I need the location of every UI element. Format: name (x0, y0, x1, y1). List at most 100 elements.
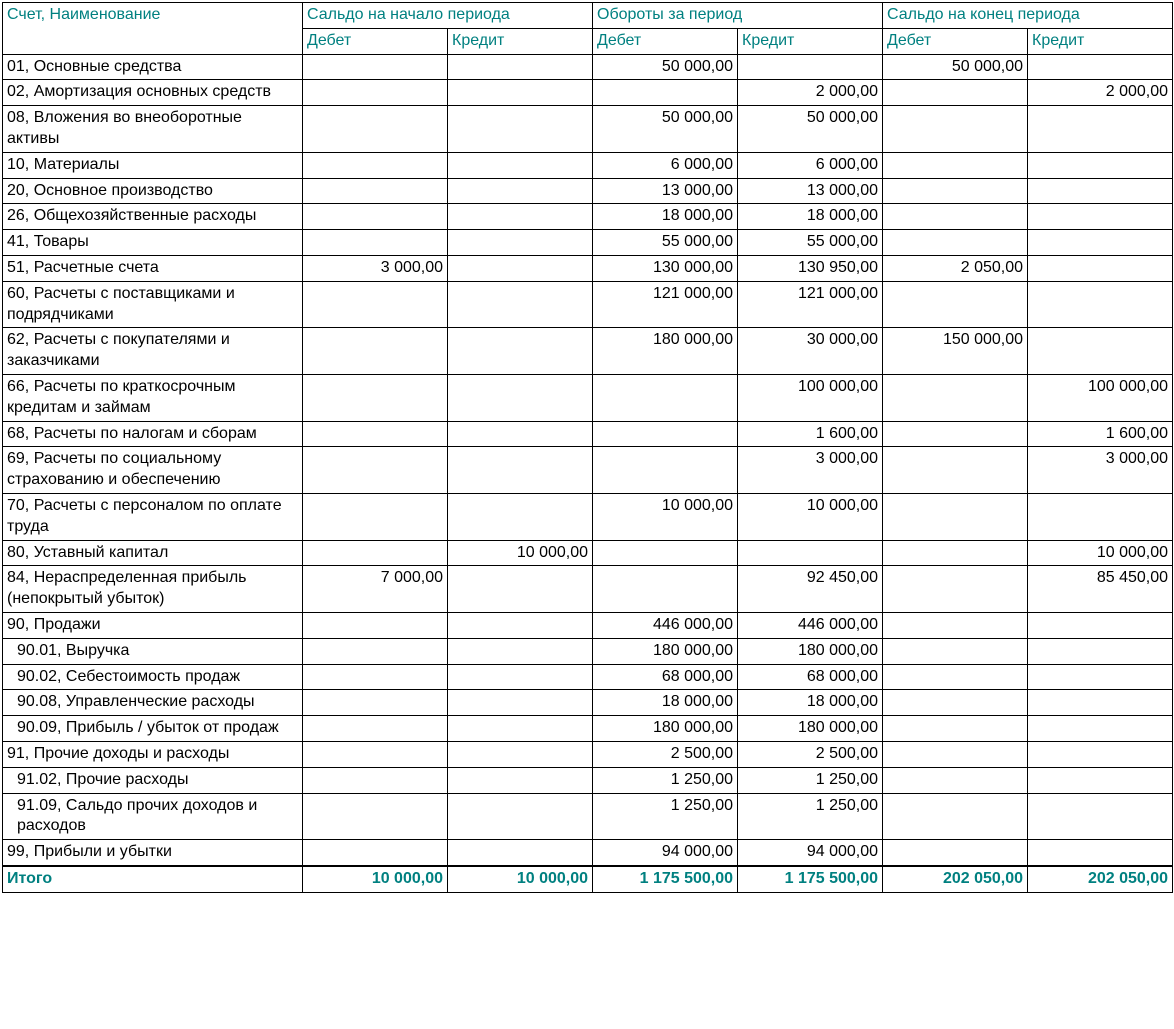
cell-open_d (303, 493, 448, 540)
table-row: 84, Нераспределенная прибыль (непокрытый… (3, 566, 1173, 613)
table-row: 08, Вложения во внеоборотные активы50 00… (3, 106, 1173, 153)
cell-turn_c: 1 250,00 (738, 767, 883, 793)
cell-turn_c: 92 450,00 (738, 566, 883, 613)
account-name: 99, Прибыли и убытки (3, 840, 303, 866)
table-row: 01, Основные средства50 000,0050 000,00 (3, 54, 1173, 80)
cell-close_d (883, 152, 1028, 178)
col-open-credit: Кредит (448, 28, 593, 54)
cell-turn_d: 1 250,00 (593, 793, 738, 840)
cell-turn_d: 130 000,00 (593, 255, 738, 281)
cell-open_d (303, 540, 448, 566)
cell-turn_d (593, 421, 738, 447)
cell-close_d (883, 793, 1028, 840)
cell-turn_c: 30 000,00 (738, 328, 883, 375)
cell-open_c (448, 230, 593, 256)
cell-close_d (883, 638, 1028, 664)
cell-turn_d: 18 000,00 (593, 204, 738, 230)
cell-open_c: 10 000,00 (448, 540, 593, 566)
table-row: 90.09, Прибыль / убыток от продаж180 000… (3, 716, 1173, 742)
cell-close_d (883, 281, 1028, 328)
cell-turn_c: 121 000,00 (738, 281, 883, 328)
cell-turn_c: 13 000,00 (738, 178, 883, 204)
cell-close_c (1028, 255, 1173, 281)
account-name: 91.09, Сальдо прочих доходов и расходов (3, 793, 303, 840)
cell-open_d (303, 690, 448, 716)
cell-turn_d: 50 000,00 (593, 54, 738, 80)
cell-close_c (1028, 230, 1173, 256)
cell-open_d (303, 447, 448, 494)
col-turn-credit: Кредит (738, 28, 883, 54)
cell-close_c (1028, 204, 1173, 230)
cell-close_c (1028, 840, 1173, 866)
cell-open_d (303, 612, 448, 638)
cell-open_d: 7 000,00 (303, 566, 448, 613)
total-open-c: 10 000,00 (448, 866, 593, 892)
cell-turn_c: 94 000,00 (738, 840, 883, 866)
cell-close_c (1028, 106, 1173, 153)
cell-open_d (303, 328, 448, 375)
cell-open_c (448, 690, 593, 716)
cell-open_c (448, 421, 593, 447)
cell-open_d: 3 000,00 (303, 255, 448, 281)
cell-close_c (1028, 328, 1173, 375)
cell-turn_c: 18 000,00 (738, 204, 883, 230)
account-name: 80, Уставный капитал (3, 540, 303, 566)
cell-open_c (448, 328, 593, 375)
cell-close_c: 100 000,00 (1028, 374, 1173, 421)
cell-close_d (883, 374, 1028, 421)
cell-open_d (303, 54, 448, 80)
cell-turn_d (593, 374, 738, 421)
cell-open_d (303, 281, 448, 328)
cell-open_c (448, 204, 593, 230)
table-row: 26, Общехозяйственные расходы 18 000,0018… (3, 204, 1173, 230)
total-row: Итого 10 000,00 10 000,00 1 175 500,00 1… (3, 866, 1173, 892)
col-close-credit: Кредит (1028, 28, 1173, 54)
table-row: 10, Материалы6 000,006 000,00 (3, 152, 1173, 178)
cell-open_c (448, 54, 593, 80)
cell-turn_d: 446 000,00 (593, 612, 738, 638)
cell-open_c (448, 178, 593, 204)
cell-open_c (448, 716, 593, 742)
table-row: 51, Расчетные счета3 000,00130 000,00130… (3, 255, 1173, 281)
table-row: 68, Расчеты по налогам и сборам1 600,001… (3, 421, 1173, 447)
cell-open_d (303, 840, 448, 866)
account-name: 91, Прочие доходы и расходы (3, 741, 303, 767)
cell-turn_d: 180 000,00 (593, 716, 738, 742)
cell-close_d (883, 178, 1028, 204)
cell-close_c: 85 450,00 (1028, 566, 1173, 613)
cell-turn_d (593, 566, 738, 613)
total-label: Итого (3, 866, 303, 892)
cell-open_c (448, 741, 593, 767)
cell-open_d (303, 638, 448, 664)
cell-open_c (448, 566, 593, 613)
cell-close_d (883, 566, 1028, 613)
cell-close_c: 10 000,00 (1028, 540, 1173, 566)
cell-close_d (883, 540, 1028, 566)
cell-open_c (448, 281, 593, 328)
cell-turn_d: 180 000,00 (593, 638, 738, 664)
cell-close_d (883, 106, 1028, 153)
account-name: 90, Продажи (3, 612, 303, 638)
col-closing: Сальдо на конец периода (883, 3, 1173, 29)
table-row: 20, Основное производство13 000,0013 000… (3, 178, 1173, 204)
cell-turn_c: 2 000,00 (738, 80, 883, 106)
cell-close_d: 50 000,00 (883, 54, 1028, 80)
table-row: 90.08, Управленческие расходы18 000,0018… (3, 690, 1173, 716)
table-row: 60, Расчеты с поставщиками и подрядчикам… (3, 281, 1173, 328)
cell-turn_d: 18 000,00 (593, 690, 738, 716)
cell-open_c (448, 612, 593, 638)
cell-turn_c: 130 950,00 (738, 255, 883, 281)
account-name: 91.02, Прочие расходы (3, 767, 303, 793)
cell-turn_c: 50 000,00 (738, 106, 883, 153)
table-row: 62, Расчеты с покупателями и заказчиками… (3, 328, 1173, 375)
account-name: 26, Общехозяйственные расходы (3, 204, 303, 230)
cell-open_d (303, 793, 448, 840)
account-name: 68, Расчеты по налогам и сборам (3, 421, 303, 447)
cell-turn_c: 446 000,00 (738, 612, 883, 638)
cell-close_d (883, 493, 1028, 540)
cell-open_c (448, 767, 593, 793)
col-account: Счет, Наименование (3, 3, 303, 55)
cell-open_d (303, 230, 448, 256)
cell-turn_d: 2 500,00 (593, 741, 738, 767)
cell-turn_d: 13 000,00 (593, 178, 738, 204)
